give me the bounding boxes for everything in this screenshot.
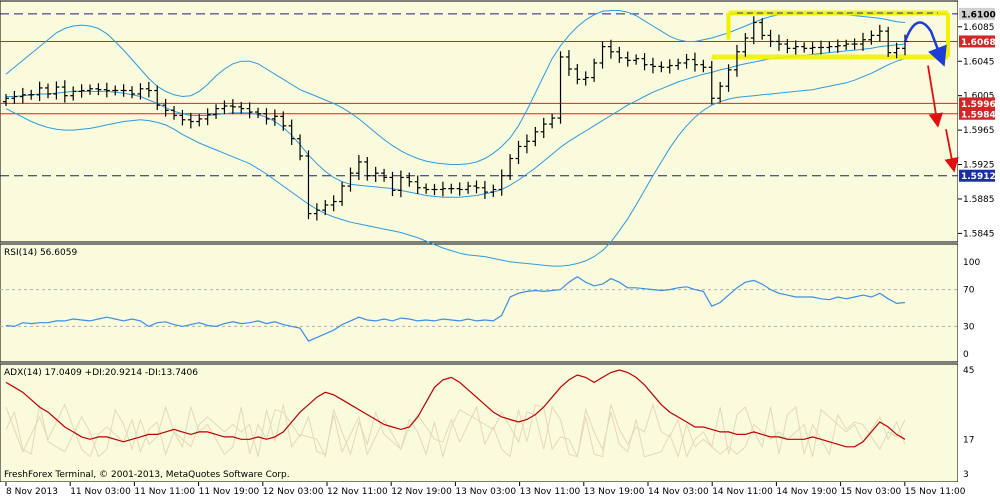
rsi-line: [5, 275, 906, 342]
rsi-tick-label: 100: [963, 258, 980, 268]
bollinger-lower-line: [5, 58, 906, 267]
adx-tick-label: 3: [963, 470, 969, 480]
adx-di-line-0: [5, 403, 906, 459]
adx-title: ADX(14) 17.0409 +DI:20.9214 -DI:13.7406: [4, 368, 198, 378]
price-level-tag: [959, 7, 995, 20]
price-level-tag: [959, 169, 995, 182]
time-tick-label: 12 Nov 19:00: [391, 487, 452, 497]
price-tick-label: 1.6045: [963, 57, 995, 67]
rsi-tick-label: 30: [963, 322, 975, 332]
forecast-blue-arrow: [903, 21, 947, 67]
time-tick-label: 14 Nov 11:00: [712, 487, 773, 497]
adx-panel: [0, 363, 959, 483]
price-tick-label: 1.6085: [963, 23, 995, 33]
price-level-tag-label: 1.6068: [961, 38, 996, 48]
time-tick-label: 13 Nov 11:00: [520, 487, 581, 497]
time-tick-label: 8 Nov 2013: [6, 487, 58, 497]
price-level-tag-label: 1.5912: [961, 172, 996, 182]
price-tick-label: 1.6005: [963, 92, 995, 102]
price-level-tag-label: 1.6100: [961, 10, 996, 20]
time-tick-label: 15 Nov 11:00: [905, 487, 966, 497]
channel-highlight: [711, 10, 950, 60]
rsi-tick-label: 70: [963, 286, 975, 296]
time-tick-label: 15 Nov 03:00: [841, 487, 902, 497]
price-tick-label: 1.5845: [963, 229, 995, 239]
adx-di-line-1: [5, 403, 906, 459]
time-tick-label: 12 Nov 03:00: [263, 487, 324, 497]
footer-copyright: FreshForex Terminal, © 2001-2013, MetaQu…: [4, 470, 290, 480]
adx-line: [5, 369, 906, 448]
time-tick-label: 13 Nov 03:00: [455, 487, 516, 497]
price-bars: [3, 16, 908, 221]
rsi-panel: [0, 243, 959, 363]
adx-tick-label: 17: [963, 435, 974, 445]
price-panel: [0, 0, 959, 243]
rsi-indicator: [0, 275, 958, 342]
time-tick-label: 12 Nov 11:00: [327, 487, 388, 497]
price-axis-area: [958, 0, 1000, 484]
price-tick-label: 1.5965: [963, 126, 995, 136]
price-tick-label: 1.5925: [963, 161, 995, 171]
rsi-title: RSI(14) 56.6059: [4, 248, 77, 258]
forecast-red-arrow-2: [944, 129, 959, 173]
price-level-tag: [959, 35, 995, 48]
time-tick-label: 11 Nov 03:00: [70, 487, 131, 497]
adx-indicator: [5, 369, 906, 459]
time-tick-label: 14 Nov 03:00: [648, 487, 709, 497]
price-level-tag: [959, 107, 995, 120]
price-level-tag: [959, 97, 995, 110]
time-tick-label: 11 Nov 11:00: [134, 487, 195, 497]
rsi-tick-label: 0: [963, 350, 969, 360]
bollinger-mid-line: [6, 43, 906, 198]
price-tick-label: 1.5885: [963, 195, 995, 205]
time-tick-label: 14 Nov 19:00: [776, 487, 837, 497]
forecast-arrows: [903, 21, 959, 173]
time-axis-area: [0, 482, 1000, 497]
price-level-tag-label: 1.5996: [961, 100, 996, 110]
time-tick-label: 11 Nov 19:00: [199, 487, 260, 497]
time-tick-label: 13 Nov 19:00: [584, 487, 645, 497]
axis-labels: 1.6085 1.6045 1.6005 1.5965 1.5925 1.5885 1.58…: [5, 7, 996, 497]
price-level-tag-label: 1.5984: [961, 110, 996, 120]
forecast-red-arrow-1: [927, 65, 943, 128]
adx-tick-label: 45: [963, 366, 974, 376]
